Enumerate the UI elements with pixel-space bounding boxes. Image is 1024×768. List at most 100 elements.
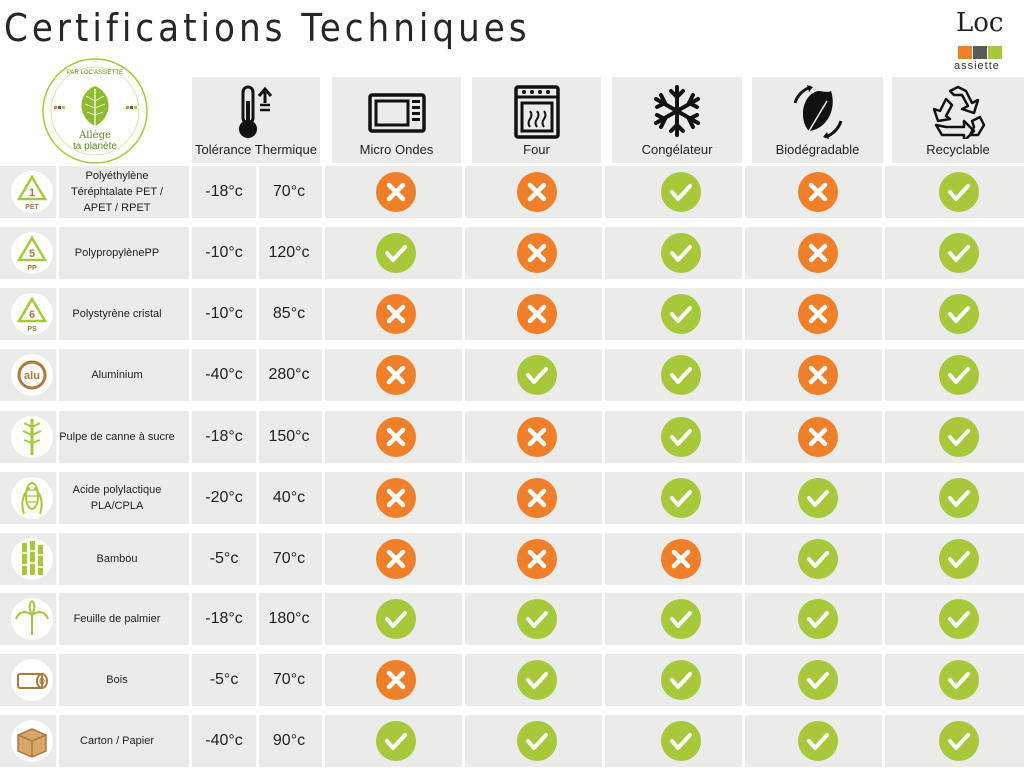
header-microwave: Micro Ondes xyxy=(332,77,461,163)
cell-separator xyxy=(322,288,325,340)
badge-arc-text: PAR LOC'ASSIETTE xyxy=(67,70,123,76)
cell-separator xyxy=(56,715,59,767)
cell-separator xyxy=(882,227,885,279)
oven-icon xyxy=(513,85,560,139)
oven-cross-circle-icon xyxy=(517,294,557,334)
recyclable-check-circle-icon xyxy=(939,539,979,579)
cell-separator xyxy=(322,593,325,645)
cell-separator xyxy=(56,227,59,279)
temp-min: -20°c xyxy=(205,489,243,506)
cell-separator xyxy=(742,411,745,463)
cell-separator xyxy=(189,533,192,585)
microwave-cross-circle-icon xyxy=(376,539,416,579)
biodegradable-check-circle-icon xyxy=(798,660,838,700)
cell-separator xyxy=(602,411,605,463)
cell-separator xyxy=(322,349,325,401)
cell-separator xyxy=(462,472,465,524)
material-name: Acide polylactique PLA/CPLA xyxy=(72,484,162,512)
cell-separator xyxy=(602,654,605,706)
material-name: Feuille de palmier xyxy=(73,613,161,625)
material-name: Polystyrène cristal xyxy=(72,308,162,320)
cell-separator xyxy=(742,533,745,585)
header-freezer: Congélateur xyxy=(612,77,742,163)
cell-separator xyxy=(256,411,259,463)
recyclable-check-circle-icon xyxy=(939,660,979,700)
logo-square-green xyxy=(988,46,1002,59)
resin-code-number: 1 xyxy=(29,187,35,199)
recyclable-check-circle-icon xyxy=(939,599,979,639)
cell-separator xyxy=(56,654,59,706)
cell-separator xyxy=(462,227,465,279)
microwave-check-circle-icon xyxy=(376,721,416,761)
material-name: Aluminium xyxy=(91,369,143,381)
cell-separator xyxy=(189,227,192,279)
logo-square-grey xyxy=(973,46,987,59)
cell-separator xyxy=(189,411,192,463)
cell-separator xyxy=(322,166,325,218)
temp-max: 70°c xyxy=(272,671,306,688)
cell-separator xyxy=(462,593,465,645)
temp-min: -40°c xyxy=(205,732,243,749)
table-row: Acide polylactique PLA/CPLA -20°c 40°c xyxy=(0,472,1024,524)
cell-separator xyxy=(602,227,605,279)
material-name: Bambou xyxy=(96,553,138,565)
microwave-cross-circle-icon xyxy=(376,478,416,518)
resin-code-5-icon: 5 PP xyxy=(11,232,53,274)
header-oven-label: Four xyxy=(523,142,550,157)
logo-square-orange xyxy=(958,46,972,59)
cell-separator xyxy=(322,533,325,585)
recycle-icon xyxy=(932,85,986,139)
cell-separator xyxy=(602,349,605,401)
freezer-check-circle-icon xyxy=(661,355,701,395)
table-row: Pulpe de canne à sucre -18°c 150°c xyxy=(0,411,1024,463)
freezer-check-circle-icon xyxy=(661,417,701,457)
freezer-check-circle-icon xyxy=(661,172,701,212)
freezer-check-circle-icon xyxy=(661,233,701,273)
biodegradable-check-circle-icon xyxy=(798,478,838,518)
cell-separator xyxy=(256,593,259,645)
table-row: Bois -5°c 70°c xyxy=(0,654,1024,706)
cell-separator xyxy=(602,472,605,524)
oven-check-circle-icon xyxy=(517,599,557,639)
recyclable-check-circle-icon xyxy=(939,417,979,457)
cell-separator xyxy=(742,654,745,706)
badge-line1: Allège xyxy=(78,130,111,141)
material-name: Bois xyxy=(106,674,128,686)
microwave-cross-circle-icon xyxy=(376,172,416,212)
cell-separator xyxy=(256,533,259,585)
cell-separator xyxy=(256,349,259,401)
alu-label: alu xyxy=(24,370,40,382)
cell-separator xyxy=(56,288,59,340)
recyclable-check-circle-icon xyxy=(939,172,979,212)
freezer-check-circle-icon xyxy=(661,294,701,334)
cell-separator xyxy=(602,166,605,218)
thermometer-icon xyxy=(239,85,273,138)
cell-separator xyxy=(882,349,885,401)
header-recyclable-label: Recyclable xyxy=(926,142,990,157)
cell-separator xyxy=(322,472,325,524)
corn-icon xyxy=(11,477,53,519)
cell-separator xyxy=(256,166,259,218)
resin-code-label: PS xyxy=(27,326,37,333)
cell-separator xyxy=(602,288,605,340)
temp-min: -40°c xyxy=(205,366,243,383)
cardboard-box-icon xyxy=(11,720,53,762)
cell-separator xyxy=(462,533,465,585)
biodegradable-check-circle-icon xyxy=(798,721,838,761)
temp-max: 150°c xyxy=(268,428,310,445)
badge-line2: ta planète xyxy=(73,141,117,152)
page-title: Certifications Techniques xyxy=(4,6,531,50)
cell-separator xyxy=(742,715,745,767)
header-thermal-label: Tolérance Thermique xyxy=(195,142,317,157)
sugarcane-icon xyxy=(11,416,53,458)
cell-separator xyxy=(462,411,465,463)
temp-min: -10°c xyxy=(205,244,243,261)
cell-separator xyxy=(189,654,192,706)
freezer-cross-circle-icon xyxy=(661,539,701,579)
temp-max: 40°c xyxy=(272,489,306,506)
microwave-cross-circle-icon xyxy=(376,294,416,334)
bamboo-icon xyxy=(11,538,53,580)
microwave-check-circle-icon xyxy=(376,599,416,639)
cell-separator xyxy=(189,472,192,524)
freezer-check-circle-icon xyxy=(661,660,701,700)
